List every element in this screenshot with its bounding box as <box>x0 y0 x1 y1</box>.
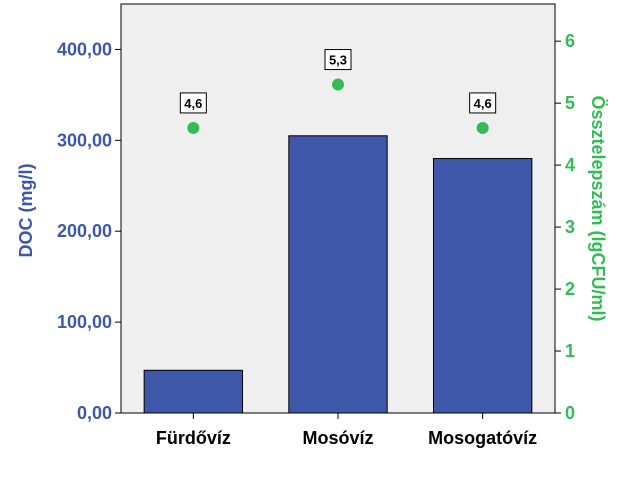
left-tick-label: 100,00 <box>57 312 112 332</box>
right-tick-label: 6 <box>565 31 575 51</box>
right-tick-label: 3 <box>565 217 575 237</box>
data-label: 5,3 <box>329 53 347 68</box>
data-point-2 <box>332 78 344 91</box>
left-tick-label: 200,00 <box>57 221 112 241</box>
left-tick-label: 300,00 <box>57 130 112 150</box>
left-tick-label: 400,00 <box>57 39 112 59</box>
data-point-3 <box>476 121 489 134</box>
category-label: Mosóvíz <box>302 428 373 448</box>
data-point-1 <box>187 121 200 134</box>
data-label: 4,6 <box>474 96 492 111</box>
bar-1 <box>143 369 244 414</box>
data-label: 4,6 <box>184 96 202 111</box>
bar-3 <box>432 158 533 414</box>
data-label-box <box>179 92 207 114</box>
left-tick-label: 0,00 <box>77 403 112 423</box>
right-tick-label: 4 <box>565 155 575 175</box>
bar-2 <box>288 135 388 414</box>
right-tick-label: 5 <box>565 93 575 113</box>
category-label: Fürdővíz <box>156 428 231 448</box>
right-tick-label: 2 <box>565 279 575 299</box>
right-tick-label: 0 <box>565 403 575 423</box>
right-tick-label: 1 <box>565 341 575 361</box>
data-label-box <box>469 92 497 114</box>
category-label: Mosogatóvíz <box>428 428 537 448</box>
data-label-box <box>324 49 352 71</box>
right-axis-title: Össztelepszám (lgCFU/ml) <box>588 95 608 321</box>
left-axis-title: DOC (mg/l) <box>16 164 36 258</box>
